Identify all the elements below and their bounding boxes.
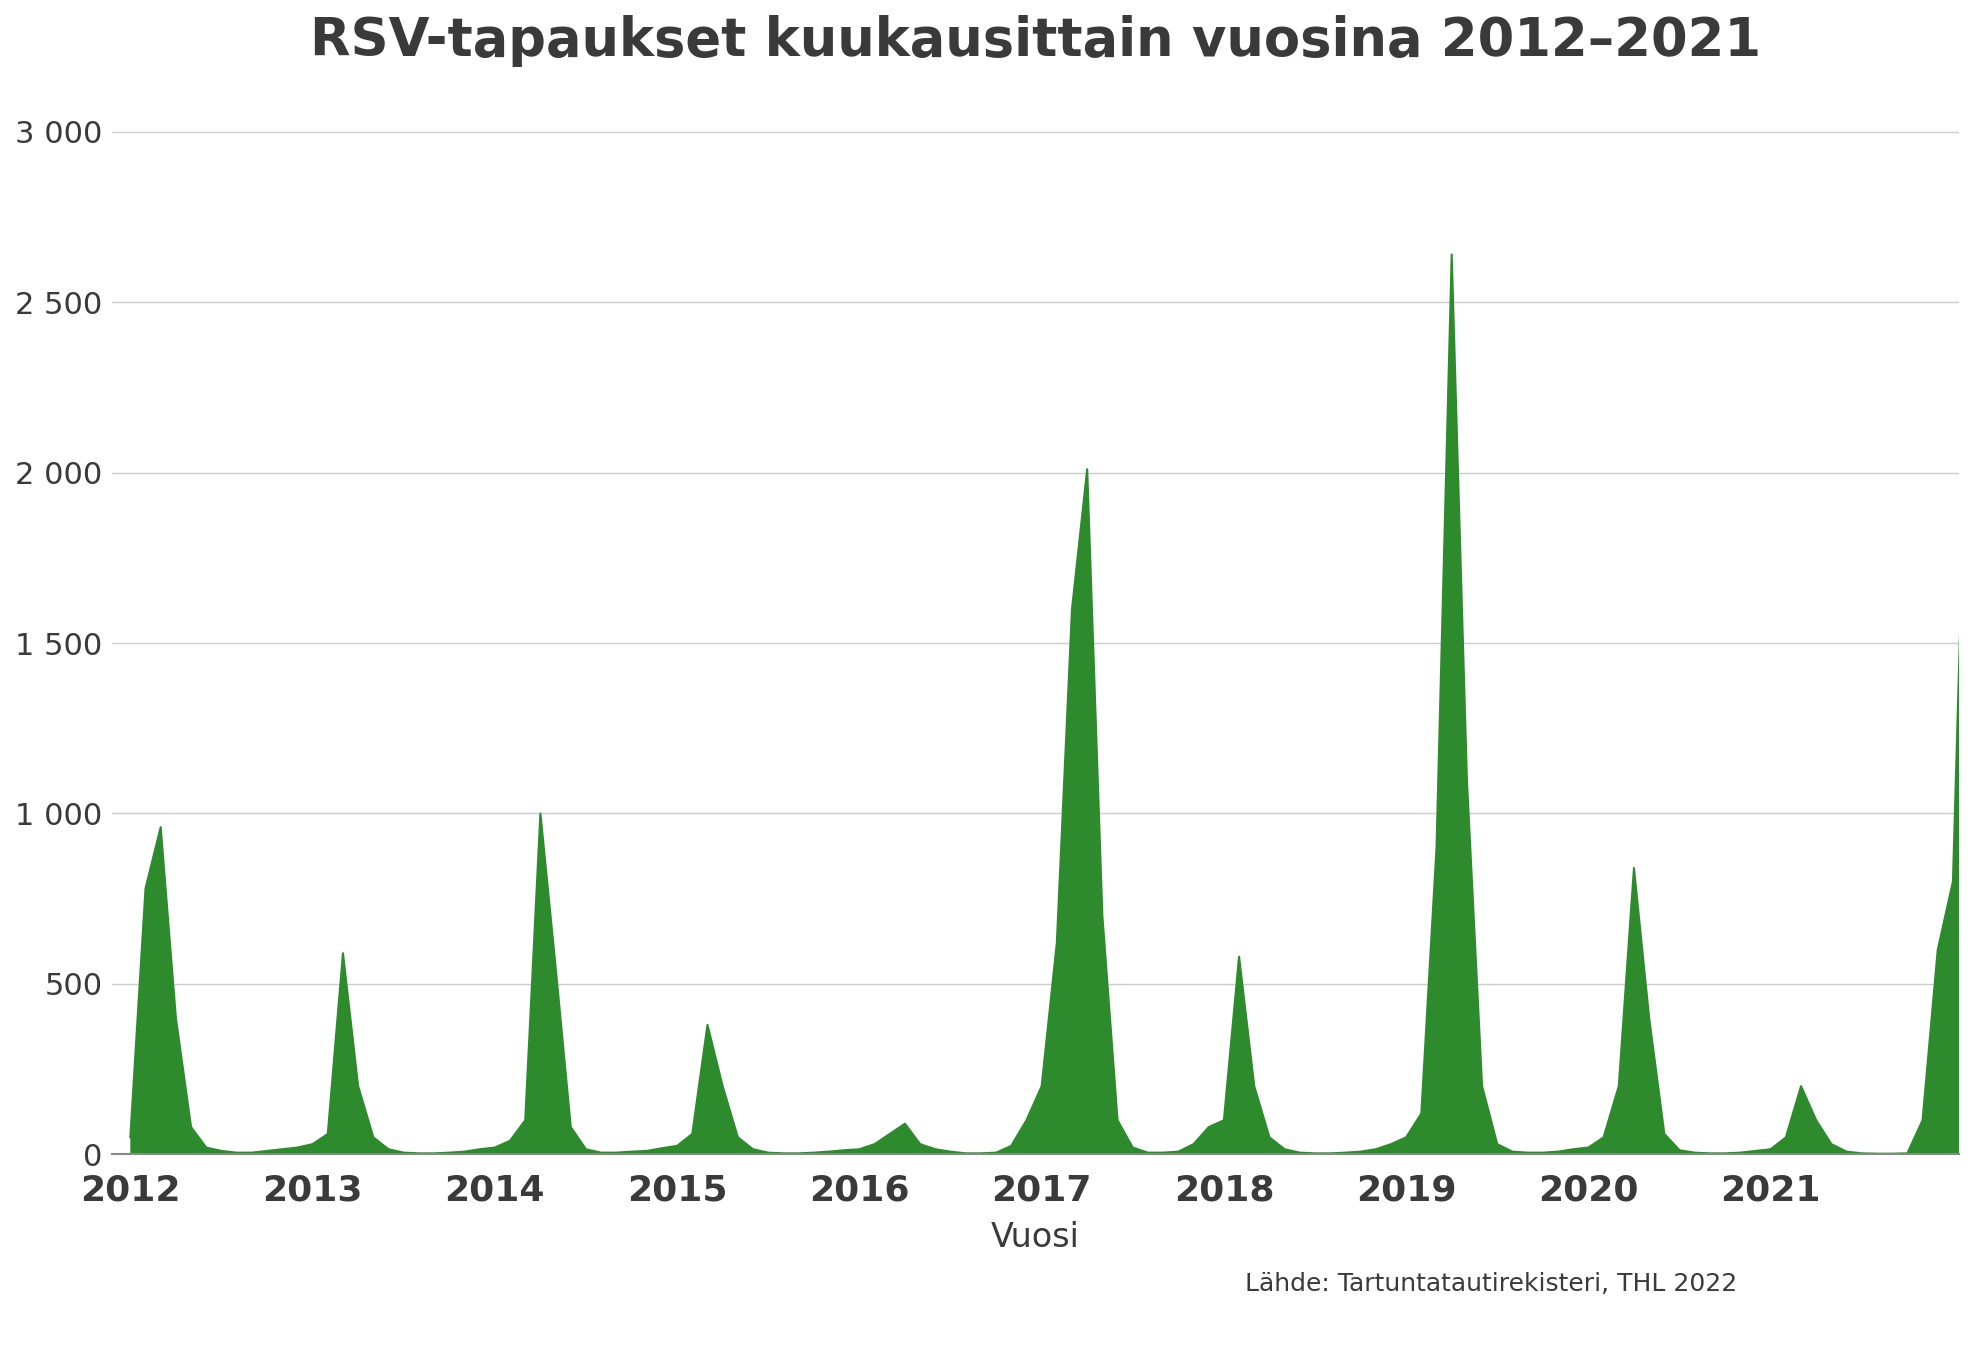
Text: Lähde: Tartuntatautirekisteri, THL 2022: Lähde: Tartuntatautirekisteri, THL 2022 [1245, 1272, 1736, 1296]
X-axis label: Vuosi: Vuosi [990, 1220, 1079, 1254]
Title: RSV-tapaukset kuukausittain vuosina 2012–2021: RSV-tapaukset kuukausittain vuosina 2012… [310, 15, 1760, 68]
